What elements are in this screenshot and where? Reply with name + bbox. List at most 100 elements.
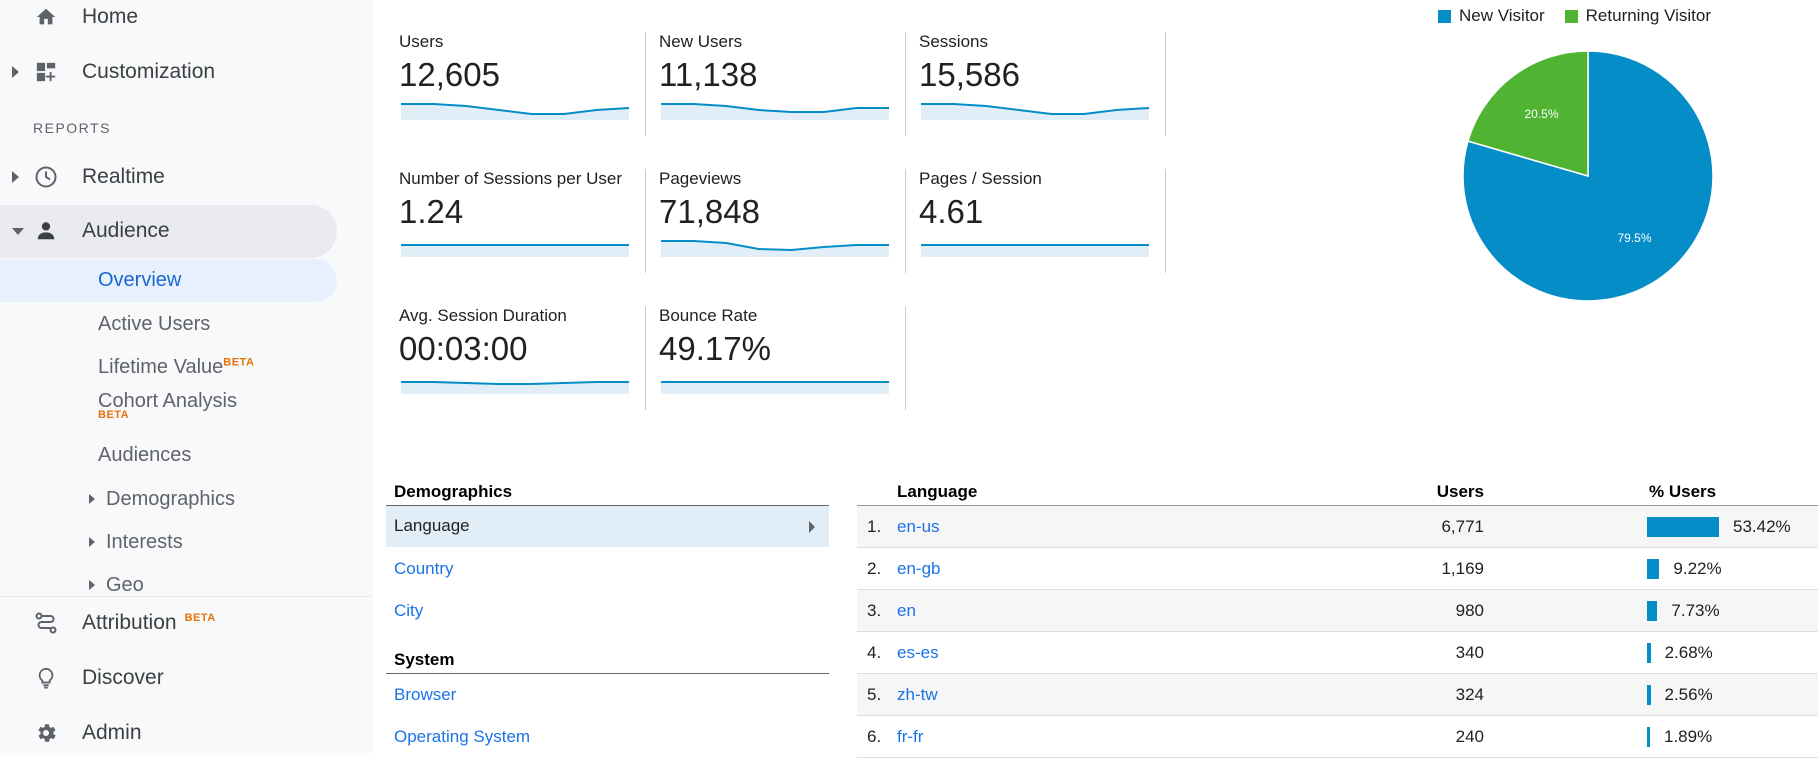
metric-value: 49.17% — [659, 330, 771, 367]
nav-customization-label: Customization — [82, 60, 216, 83]
metric-sparkline — [401, 381, 629, 394]
language-link[interactable]: fr-fr — [897, 727, 924, 746]
nav-attribution-text: Attribution — [82, 611, 177, 634]
divider — [857, 505, 1818, 506]
beta-badge: BETA — [98, 409, 130, 421]
table-row: 5. zh-tw 324 2.56% — [857, 674, 1818, 716]
pct-users-value: 9.22% — [1673, 559, 1722, 578]
metric-sparkline — [921, 103, 1149, 120]
table-row: 4. es-es 340 2.68% — [857, 632, 1818, 674]
pct-bar — [1647, 517, 1719, 537]
clock-icon — [33, 164, 59, 190]
system-os-link[interactable]: Operating System — [394, 727, 531, 746]
home-icon — [33, 4, 59, 30]
metric-label: New Users — [659, 32, 743, 51]
nav-audiences[interactable]: Audiences — [98, 444, 192, 466]
pie-slice[interactable] — [1462, 50, 1714, 302]
metric-value: 15,586 — [919, 56, 1020, 93]
pct-users-value: 2.68% — [1664, 643, 1713, 662]
gear-icon — [33, 720, 59, 746]
metric-value: 11,138 — [659, 56, 758, 93]
metric-value: 12,605 — [399, 56, 500, 93]
language-link[interactable]: en — [897, 601, 916, 620]
divider — [386, 673, 829, 674]
metric-value: 4.61 — [919, 193, 984, 230]
metric-sparkline — [401, 244, 629, 257]
visitor-pie-chart: 79.5% 20.5% — [1462, 50, 1714, 302]
metric-card[interactable]: Avg. Session Duration 00:03:00 — [399, 306, 629, 442]
metric-divider — [645, 306, 646, 410]
sparkline-line — [661, 103, 889, 113]
metric-label: Sessions — [919, 32, 988, 51]
row-index: 4. — [867, 643, 882, 662]
sparkline-line — [401, 381, 629, 385]
nav-demographics[interactable]: Demographics — [106, 488, 235, 510]
metric-card[interactable]: Pages / Session 4.61 — [919, 169, 1149, 305]
users-value: 1,169 — [1441, 559, 1484, 578]
nav-interests[interactable]: Interests — [106, 531, 183, 553]
metric-card[interactable]: New Users 11,138 — [659, 32, 889, 168]
pie-slice[interactable] — [1467, 50, 1589, 177]
system-browser-link[interactable]: Browser — [394, 685, 457, 704]
chevron-right-icon — [89, 494, 95, 504]
sparkline-area — [661, 382, 889, 394]
metric-card[interactable]: Users 12,605 — [399, 32, 629, 168]
metric-value: 1.24 — [399, 193, 464, 230]
beta-badge: BETA — [223, 356, 255, 369]
metric-divider — [905, 169, 906, 273]
language-link[interactable]: es-es — [897, 643, 939, 662]
sparkline-area — [921, 245, 1149, 257]
col-header-pct-users[interactable]: % Users — [1649, 482, 1717, 501]
table-row: 1. en-us 6,771 53.42% — [857, 506, 1818, 548]
pie-slice-label: 79.5% — [1617, 231, 1651, 245]
nav-geo[interactable]: Geo — [106, 574, 144, 596]
language-link[interactable]: en-us — [897, 517, 940, 536]
sparkline-line — [921, 103, 1149, 115]
language-link[interactable]: zh-tw — [897, 685, 938, 704]
lightbulb-icon — [33, 665, 59, 691]
col-header-language[interactable]: Language — [897, 482, 978, 501]
metric-card[interactable]: Number of Sessions per User 1.24 — [399, 169, 629, 305]
demo-country-link[interactable]: Country — [394, 559, 454, 578]
metric-label: Number of Sessions per User — [399, 169, 622, 188]
demo-language-row[interactable]: Language — [386, 506, 829, 547]
users-value: 980 — [1455, 601, 1484, 620]
metric-value: 00:03:00 — [399, 330, 528, 367]
legend-item[interactable]: Returning Visitor — [1564, 6, 1712, 26]
metric-label: Bounce Rate — [659, 306, 758, 325]
metric-card[interactable]: Bounce Rate 49.17% — [659, 306, 889, 442]
nav-audience-highlight — [0, 205, 337, 258]
metric-card[interactable]: Sessions 15,586 — [919, 32, 1149, 168]
language-link[interactable]: en-gb — [897, 559, 941, 578]
dashboard-add-icon — [33, 59, 59, 85]
nav-cohort-analysis[interactable]: Cohort Analysis BETA — [98, 391, 237, 421]
sparkline-line — [401, 103, 629, 115]
table-row: 3. en 980 7.73% — [857, 590, 1818, 632]
nav-home-label: Home — [82, 5, 139, 28]
row-index: 2. — [867, 559, 882, 578]
nav-cohort-analysis-label: Cohort Analysis — [98, 390, 237, 412]
demo-city-link[interactable]: City — [394, 601, 424, 620]
users-value: 240 — [1455, 727, 1484, 746]
divider — [386, 505, 829, 506]
metric-sparkline — [921, 244, 1149, 257]
system-header: System — [394, 650, 455, 669]
metric-label: Pages / Session — [919, 169, 1042, 188]
pct-bar — [1647, 643, 1651, 663]
nav-lifetime-value[interactable]: Lifetime ValueBETA — [98, 356, 254, 379]
pie-legend: New Visitor Returning Visitor — [1438, 6, 1711, 26]
legend-item[interactable]: New Visitor — [1438, 6, 1545, 26]
nav-realtime-label: Realtime — [82, 165, 165, 188]
nav-overview-highlight — [0, 259, 337, 302]
pct-users-value: 53.42% — [1733, 517, 1791, 536]
nav-active-users[interactable]: Active Users — [98, 313, 211, 335]
metric-label: Users — [399, 32, 444, 51]
legend-label: Returning Visitor — [1585, 6, 1712, 25]
col-header-users[interactable]: Users — [1436, 482, 1484, 501]
metric-divider — [905, 32, 906, 136]
metric-card[interactable]: Pageviews 71,848 — [659, 169, 889, 305]
chevron-right-icon — [809, 521, 815, 533]
metric-divider — [645, 32, 646, 136]
nav-overview[interactable]: Overview — [98, 269, 182, 291]
metric-divider — [1165, 169, 1166, 273]
